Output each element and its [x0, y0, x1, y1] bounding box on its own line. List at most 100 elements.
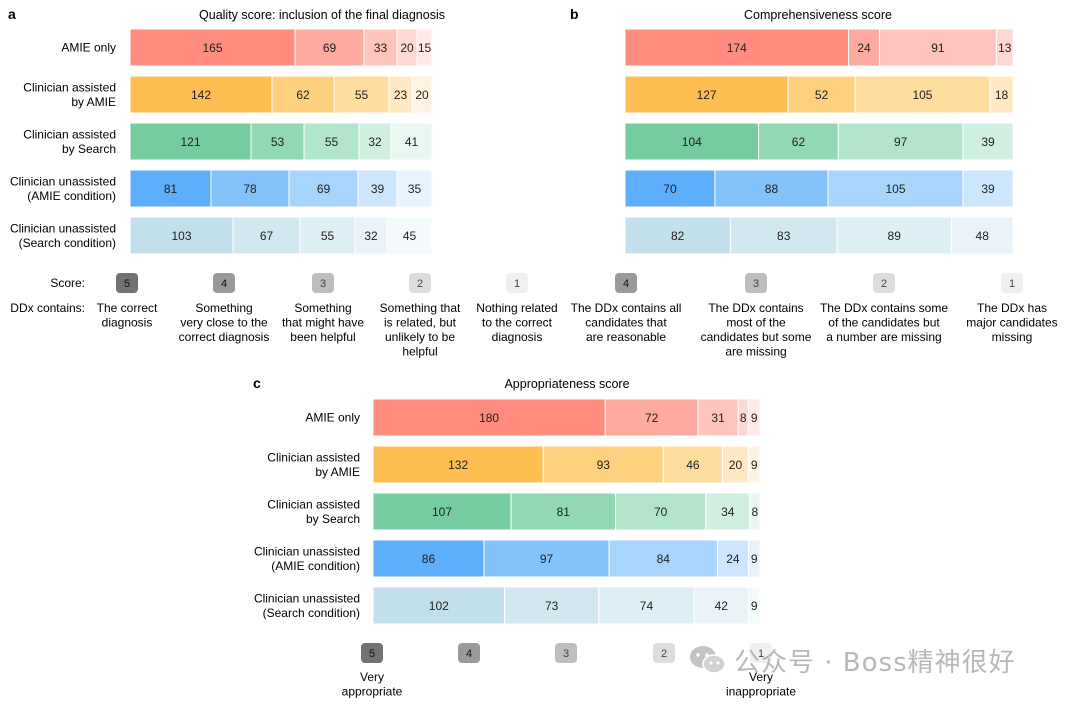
- score-description: are reasonable: [586, 330, 666, 344]
- bar-segment: [749, 492, 761, 531]
- score-badge-number: 3: [753, 278, 759, 290]
- score-badge: [213, 273, 235, 293]
- bar-segment: [836, 216, 952, 255]
- score-description: most of the: [726, 316, 786, 330]
- bar-segment: [854, 75, 991, 114]
- data-label: 48: [976, 229, 990, 243]
- data-label: 20: [729, 458, 743, 472]
- data-label: 31: [711, 411, 725, 425]
- bar-segment: [716, 539, 749, 578]
- bar-segment: [787, 75, 856, 114]
- data-label: 142: [191, 88, 211, 102]
- bar-segment: [758, 122, 839, 161]
- panel-title-b: Comprehensiveness score: [744, 8, 892, 22]
- score-badge-number: 3: [320, 278, 326, 290]
- score-badge: [361, 643, 383, 663]
- bar-segment: [232, 216, 301, 255]
- data-label: 70: [654, 505, 668, 519]
- bar-segment: [357, 169, 398, 208]
- score-description: are missing: [725, 345, 786, 359]
- bar-segment: [358, 122, 392, 161]
- score-description: correct diagnosis: [179, 330, 270, 344]
- data-label: 62: [296, 88, 310, 102]
- bar-segment: [129, 216, 234, 255]
- bar-segment: [747, 539, 761, 578]
- score-badge-number: 2: [661, 648, 667, 660]
- row-label: (Search condition): [263, 606, 360, 620]
- data-label: 72: [645, 411, 659, 425]
- bar-segment: [333, 75, 390, 114]
- data-label: 81: [557, 505, 571, 519]
- data-label: 78: [243, 182, 257, 196]
- score-badge: [745, 273, 767, 293]
- score-description: major candidates: [966, 316, 1057, 330]
- bar-segment: [598, 586, 695, 625]
- score-badge-number: 4: [221, 278, 227, 290]
- score-description: inappropriate: [726, 685, 796, 699]
- score-label: Score:: [50, 276, 85, 290]
- data-label: 52: [815, 88, 829, 102]
- score-description: appropriate: [342, 685, 403, 699]
- data-label: 34: [721, 505, 735, 519]
- score-description: Very: [360, 670, 384, 684]
- data-label: 70: [663, 182, 677, 196]
- data-label: 127: [697, 88, 717, 102]
- score-description: Very: [749, 670, 773, 684]
- score-badge: [458, 643, 480, 663]
- data-label: 121: [180, 135, 200, 149]
- data-label: 24: [857, 41, 871, 55]
- data-label: 18: [995, 88, 1009, 102]
- row-label: (AMIE condition): [271, 559, 360, 573]
- bar-segment: [372, 539, 485, 578]
- data-label: 69: [323, 41, 337, 55]
- data-label: 9: [751, 458, 758, 472]
- score-badge-number: 4: [466, 648, 472, 660]
- wechat-icon: [688, 644, 728, 683]
- data-label: 104: [682, 135, 702, 149]
- bar-segment: [504, 586, 600, 625]
- bar-segment: [747, 445, 761, 484]
- bar-segment: [129, 169, 212, 208]
- bar-segment: [210, 169, 290, 208]
- bar-segment: [697, 398, 739, 437]
- row-label: Clinician unassisted: [254, 592, 360, 606]
- score-badge: [555, 643, 577, 663]
- data-label: 42: [715, 599, 729, 613]
- data-label: 102: [429, 599, 449, 613]
- bar-segment: [624, 169, 716, 208]
- bar-segment: [411, 75, 433, 114]
- data-label: 8: [751, 505, 758, 519]
- panel-letter-c: c: [253, 375, 261, 391]
- bar-segment: [372, 492, 512, 531]
- bar-segment: [705, 492, 751, 531]
- row-label: Clinician unassisted: [10, 222, 116, 236]
- data-label: 8: [740, 411, 747, 425]
- row-label: by Search: [306, 512, 360, 526]
- data-label: 39: [981, 135, 995, 149]
- bar-segment: [837, 122, 964, 161]
- bar-segment: [662, 445, 724, 484]
- bar-segment: [271, 75, 335, 114]
- data-label: 97: [540, 552, 554, 566]
- score-badge-number: 5: [124, 278, 130, 290]
- data-label: 55: [321, 229, 335, 243]
- row-label: by Search: [62, 142, 116, 156]
- bar-segment: [303, 122, 360, 161]
- data-label: 9: [751, 411, 758, 425]
- score-description: that might have: [282, 316, 364, 330]
- score-badge: [750, 643, 772, 663]
- bar-segment: [747, 398, 761, 437]
- bar-segment: [624, 75, 789, 114]
- bar-segment: [363, 28, 398, 67]
- bar-segment: [962, 169, 1014, 208]
- row-label: Clinician assisted: [267, 498, 360, 512]
- score-description: Nothing related: [476, 301, 557, 315]
- score-description: been helpful: [290, 330, 355, 344]
- row-label: Clinician assisted: [23, 128, 116, 142]
- data-label: 33: [374, 41, 388, 55]
- data-label: 82: [671, 229, 685, 243]
- score-description: Something that: [380, 301, 461, 315]
- data-label: 45: [403, 229, 417, 243]
- score-badge: [873, 273, 895, 293]
